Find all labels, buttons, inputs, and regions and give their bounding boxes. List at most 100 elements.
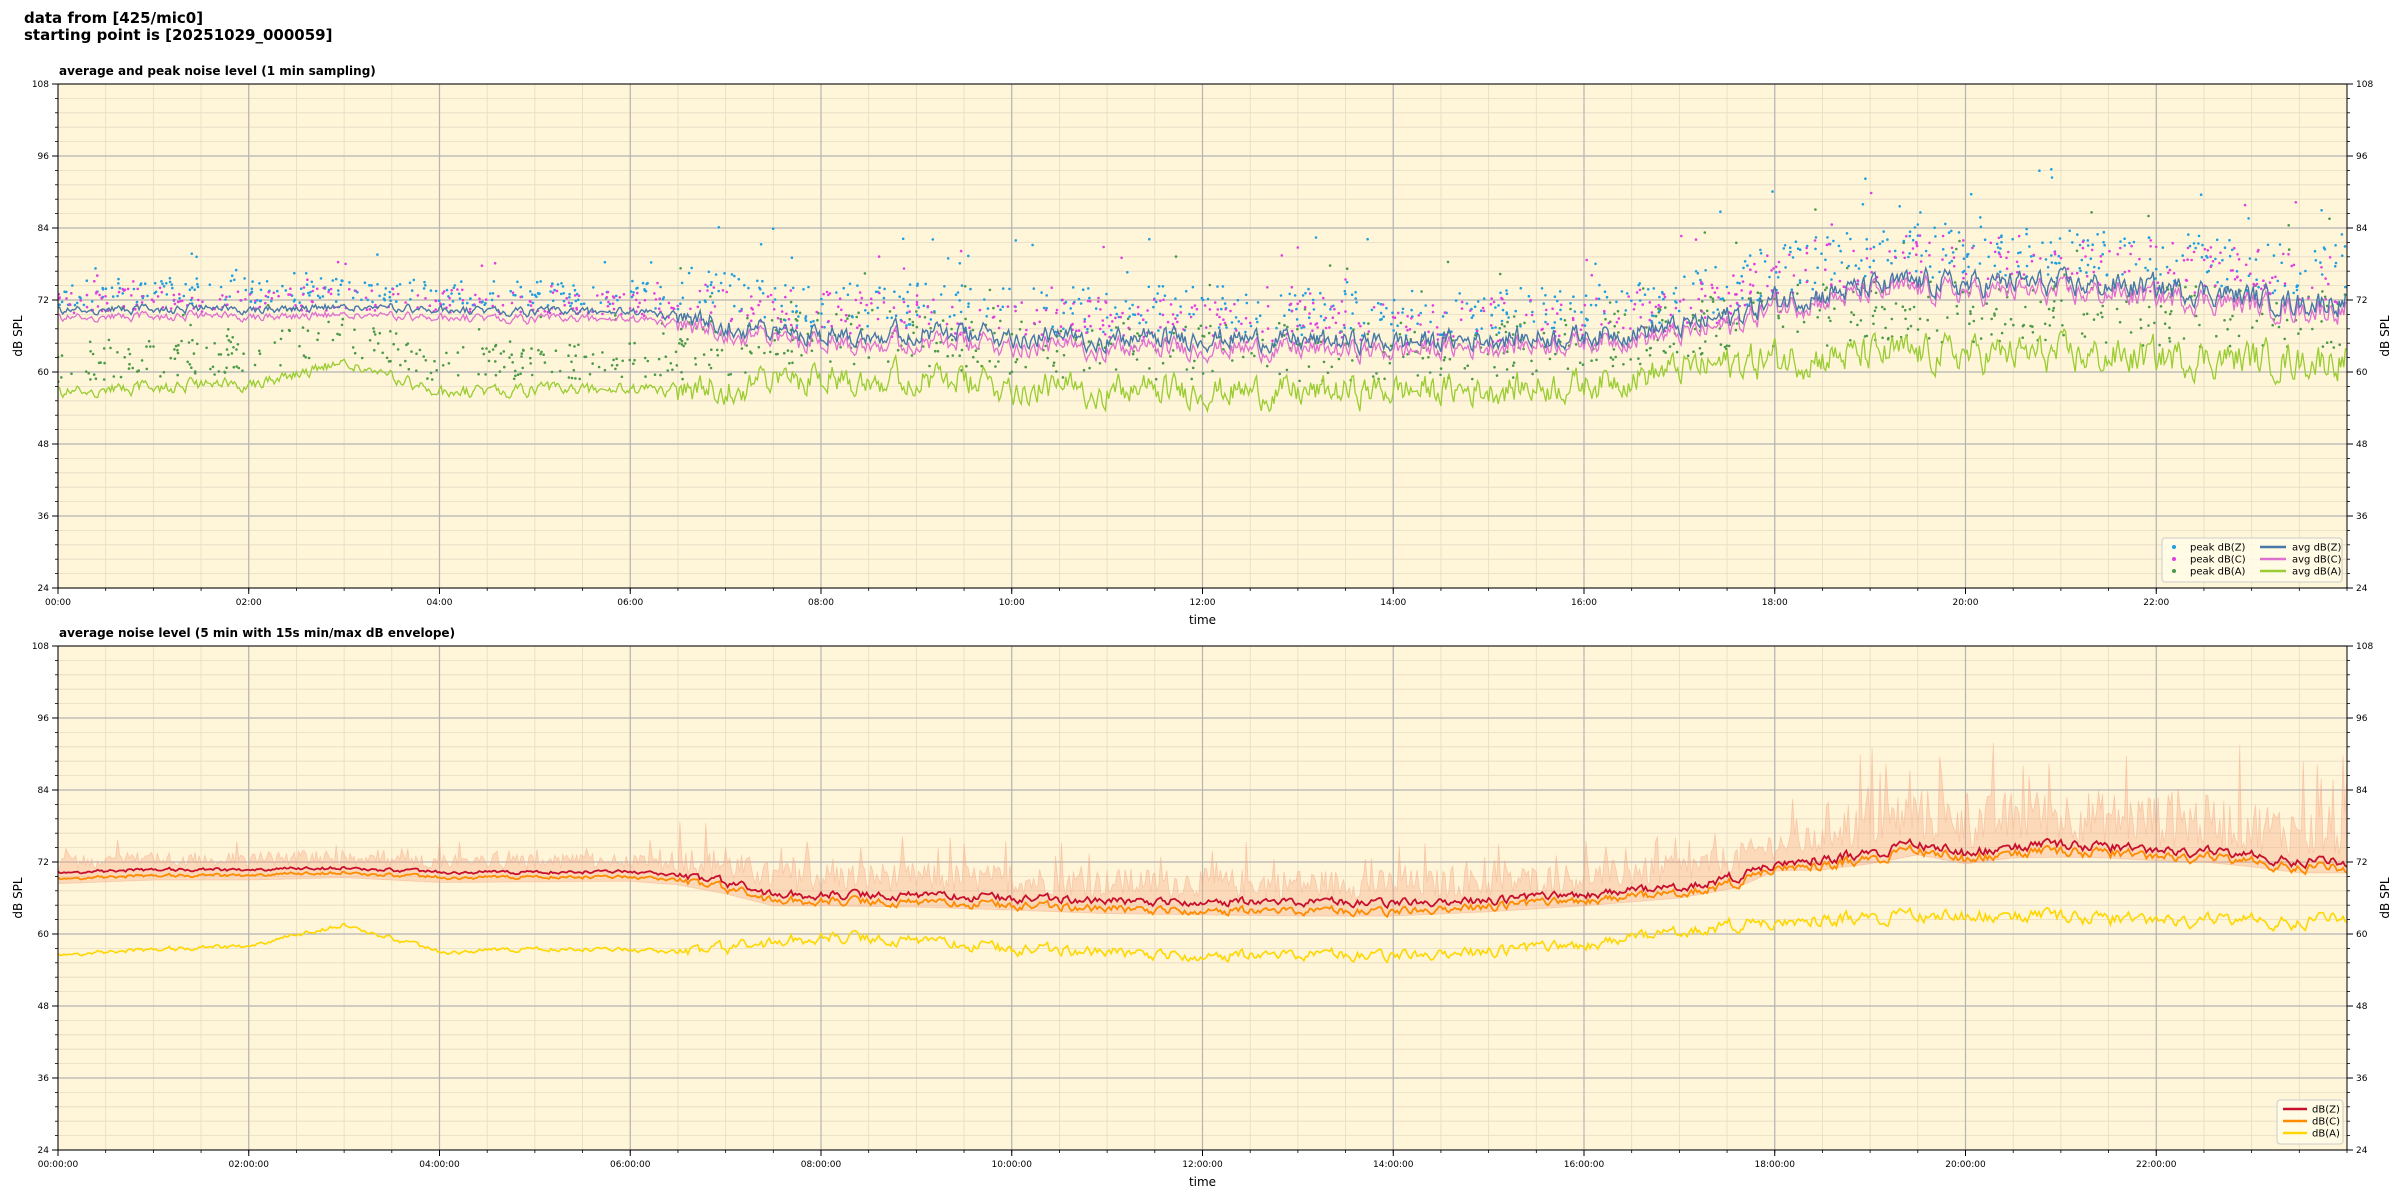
peak-dBA-point bbox=[1503, 325, 1506, 328]
peak-dBZ-point bbox=[1158, 312, 1162, 316]
peak-dBC-point bbox=[1280, 254, 1284, 257]
peak-dBA-point bbox=[1511, 376, 1515, 379]
peak-dBA-point bbox=[1388, 361, 1392, 365]
peak-dBA-point bbox=[1542, 331, 1546, 335]
peak-dBC-point bbox=[1218, 315, 1221, 319]
peak-dBZ-point bbox=[1042, 306, 1046, 310]
peak-dBZ-point bbox=[759, 243, 763, 246]
peak-dBA-point bbox=[1328, 264, 1332, 267]
peak-dBA-point bbox=[1616, 309, 1620, 313]
peak-dBA-point bbox=[1564, 323, 1568, 327]
peak-dBZ-point bbox=[679, 302, 682, 306]
peak-dBZ-point bbox=[1314, 236, 1318, 239]
peak-dBZ-point bbox=[1255, 317, 1258, 321]
peak-dBA-point bbox=[484, 373, 487, 376]
peak-dBZ-point bbox=[1865, 238, 1868, 241]
peak-dBC-point bbox=[126, 287, 130, 291]
peak-dBZ-point bbox=[1500, 319, 1504, 323]
peak-dBZ-point bbox=[1882, 230, 1885, 233]
peak-dBA-point bbox=[1929, 280, 1932, 284]
peak-dBA-point bbox=[410, 350, 413, 353]
peak-dBZ-point bbox=[58, 303, 61, 307]
peak-dBA-point bbox=[520, 355, 523, 358]
peak-dBZ-point bbox=[1944, 222, 1947, 226]
peak-dBA-point bbox=[1641, 287, 1645, 290]
peak-dBZ-point bbox=[1062, 311, 1065, 315]
peak-dBZ-point bbox=[1847, 264, 1850, 268]
peak-dBA-point bbox=[567, 354, 570, 358]
peak-dBZ-point bbox=[1814, 247, 1817, 251]
peak-dBC-point bbox=[2017, 234, 2021, 238]
peak-dBC-point bbox=[1032, 321, 1036, 325]
peak-dBA-point bbox=[1894, 302, 1898, 305]
peak-dBZ-point bbox=[445, 288, 449, 292]
peak-dBA-point bbox=[2101, 304, 2104, 308]
peak-dBA-point bbox=[2139, 318, 2142, 321]
peak-dBA-point bbox=[972, 355, 975, 359]
peak-dBZ-point bbox=[2228, 238, 2231, 242]
peak-dBA-point bbox=[1816, 316, 1819, 319]
peak-dBC-point bbox=[1391, 316, 1395, 319]
peak-dBC-point bbox=[1650, 311, 1654, 314]
peak-dBC-point bbox=[840, 308, 843, 312]
peak-dBA-point bbox=[1856, 323, 1859, 327]
peak-dBA-point bbox=[225, 366, 228, 370]
peak-dBZ-point bbox=[1652, 314, 1655, 318]
peak-dBC-point bbox=[642, 314, 646, 318]
peak-dBC-point bbox=[1410, 317, 1413, 320]
peak-dBA-point bbox=[331, 338, 335, 342]
peak-dBA-point bbox=[720, 348, 724, 352]
peak-dBC-point bbox=[2328, 255, 2332, 259]
peak-dBA-point bbox=[922, 345, 925, 348]
peak-dBZ-point bbox=[1845, 232, 1849, 235]
peak-dBC-point bbox=[2287, 253, 2290, 256]
peak-dBZ-point bbox=[1349, 326, 1353, 330]
peak-dBA-point bbox=[521, 366, 524, 370]
peak-dBC-point bbox=[607, 300, 610, 304]
peak-dBC-point bbox=[461, 288, 464, 292]
peak-dBA-point bbox=[1727, 344, 1731, 348]
peak-dBA-point bbox=[433, 359, 436, 363]
peak-dBA-point bbox=[2141, 344, 2145, 347]
peak-dBZ-point bbox=[293, 298, 297, 302]
peak-dBC-point bbox=[2209, 255, 2212, 258]
peak-dBC-point bbox=[1682, 298, 1685, 301]
peak-dBZ-point bbox=[1216, 285, 1219, 288]
peak-dBA-point bbox=[2096, 313, 2100, 316]
peak-dBA-point bbox=[1711, 300, 1715, 303]
peak-dBA-point bbox=[1609, 356, 1613, 359]
peak-dBC-point bbox=[750, 295, 753, 298]
peak-dBZ-point bbox=[2154, 277, 2157, 280]
peak-dBA-point bbox=[746, 316, 749, 320]
peak-dBZ-point bbox=[2223, 246, 2227, 249]
peak-dBA-point bbox=[435, 369, 439, 372]
peak-dBA-point bbox=[424, 359, 428, 362]
peak-dBC-point bbox=[1997, 236, 2001, 240]
peak-dBA-point bbox=[1512, 315, 1516, 318]
peak-dBC-point bbox=[1171, 313, 1175, 316]
peak-dBZ-point bbox=[230, 274, 234, 278]
peak-dBC-point bbox=[1743, 303, 1747, 307]
peak-dBA-point bbox=[441, 364, 445, 367]
peak-dBA-point bbox=[1890, 317, 1894, 321]
peak-dBZ-point bbox=[1931, 276, 1935, 279]
peak-dBZ-point bbox=[256, 298, 259, 302]
peak-dBZ-point bbox=[802, 288, 805, 291]
peak-dBA-point bbox=[643, 356, 647, 360]
peak-dBC-point bbox=[364, 296, 368, 300]
peak-dBC-point bbox=[2294, 201, 2298, 204]
peak-dBC-point bbox=[311, 289, 315, 293]
peak-dBZ-point bbox=[224, 298, 227, 301]
peak-dBC-point bbox=[100, 297, 104, 300]
peak-dBC-point bbox=[634, 298, 638, 302]
peak-dBC-point bbox=[161, 306, 165, 309]
peak-dBC-point bbox=[752, 312, 755, 315]
y-tick-label-right: 48 bbox=[2356, 440, 2368, 450]
peak-dBZ-point bbox=[2076, 233, 2079, 236]
peak-dBA-point bbox=[997, 360, 1000, 363]
peak-dBC-point bbox=[121, 287, 124, 291]
peak-dBA-point bbox=[1185, 368, 1189, 371]
peak-dBZ-point bbox=[422, 287, 426, 290]
peak-dBC-point bbox=[631, 293, 635, 297]
peak-dBA-point bbox=[102, 378, 106, 381]
